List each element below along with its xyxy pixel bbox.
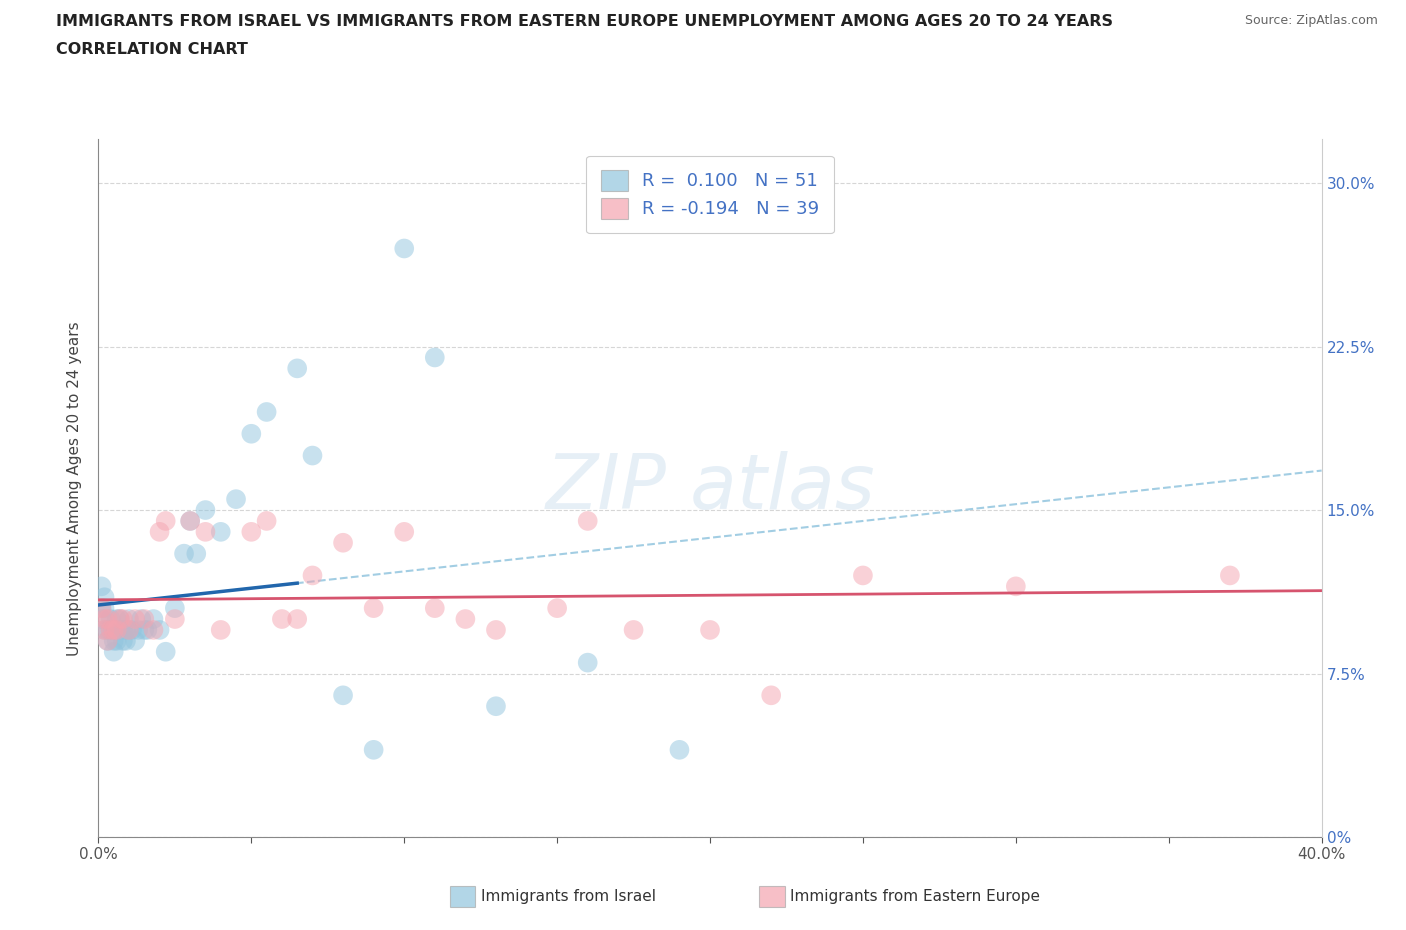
Point [668, 742, 690, 757]
Point [155, 644, 177, 659]
Point [103, 622, 125, 637]
Point [115, 622, 138, 637]
Point [363, 742, 385, 757]
Point [149, 622, 172, 637]
Point [256, 405, 278, 419]
Point [155, 513, 177, 528]
Point [546, 601, 568, 616]
Point [93, 622, 115, 637]
Point [100, 622, 122, 637]
Point [93, 612, 115, 627]
Point [118, 612, 141, 627]
Point [103, 633, 125, 648]
Point [759, 688, 782, 703]
Point [301, 568, 323, 583]
Point [852, 568, 875, 583]
Point [285, 361, 308, 376]
Point [149, 525, 172, 539]
Point [179, 513, 201, 528]
Point [576, 656, 599, 671]
Point [90, 601, 112, 616]
Point [93, 622, 115, 637]
Point [173, 546, 195, 561]
Point [240, 426, 263, 441]
Point [179, 513, 201, 528]
Point [163, 601, 186, 616]
Point [142, 612, 165, 627]
Point [194, 525, 217, 539]
Point [699, 622, 721, 637]
Point [363, 601, 385, 616]
Text: ZIP atlas: ZIP atlas [546, 451, 875, 525]
Point [100, 622, 122, 637]
Point [108, 622, 131, 637]
Point [576, 513, 599, 528]
Point [134, 612, 156, 627]
Point [97, 633, 120, 648]
Point [623, 622, 645, 637]
Point [93, 590, 115, 604]
Point [454, 612, 477, 627]
Point [332, 688, 354, 703]
Text: Source: ZipAtlas.com: Source: ZipAtlas.com [1244, 14, 1378, 27]
Y-axis label: Unemployment Among Ages 20 to 24 years: Unemployment Among Ages 20 to 24 years [67, 321, 83, 656]
Point [209, 525, 232, 539]
Point [108, 612, 131, 627]
Point [118, 622, 141, 637]
Point [103, 622, 125, 637]
Point [115, 633, 138, 648]
Text: IMMIGRANTS FROM ISRAEL VS IMMIGRANTS FROM EASTERN EUROPE UNEMPLOYMENT AMONG AGES: IMMIGRANTS FROM ISRAEL VS IMMIGRANTS FRO… [56, 14, 1114, 29]
Point [121, 622, 143, 637]
Point [103, 644, 125, 659]
Point [256, 513, 278, 528]
Point [93, 601, 115, 616]
Point [97, 612, 120, 627]
Point [97, 622, 120, 637]
Point [90, 578, 112, 593]
Point [209, 622, 232, 637]
Point [301, 448, 323, 463]
Point [129, 612, 152, 627]
Point [1004, 578, 1026, 593]
Point [108, 612, 131, 627]
Point [1219, 568, 1241, 583]
Text: Immigrants from Eastern Europe: Immigrants from Eastern Europe [790, 889, 1040, 904]
Point [127, 622, 149, 637]
Text: CORRELATION CHART: CORRELATION CHART [56, 42, 247, 57]
Point [392, 525, 416, 539]
Point [111, 612, 134, 627]
Legend: R =  0.100   N = 51, R = -0.194   N = 39: R = 0.100 N = 51, R = -0.194 N = 39 [586, 155, 834, 233]
Point [90, 612, 112, 627]
Point [332, 536, 354, 551]
Point [105, 622, 128, 637]
Point [111, 622, 134, 637]
Point [423, 601, 446, 616]
Point [105, 612, 128, 627]
Point [97, 633, 120, 648]
Point [240, 525, 263, 539]
Point [124, 633, 146, 648]
Point [111, 633, 134, 648]
Point [163, 612, 186, 627]
Point [124, 612, 146, 627]
Point [90, 601, 112, 616]
Point [225, 492, 247, 507]
Point [186, 546, 208, 561]
Point [270, 612, 292, 627]
Point [100, 612, 122, 627]
Point [118, 622, 141, 637]
Point [194, 502, 217, 517]
Point [105, 622, 128, 637]
Point [485, 698, 508, 713]
Text: Immigrants from Israel: Immigrants from Israel [481, 889, 655, 904]
Point [392, 241, 416, 256]
Point [485, 622, 508, 637]
Point [134, 622, 156, 637]
Point [423, 350, 446, 365]
Point [285, 612, 308, 627]
Point [142, 622, 165, 637]
Point [105, 633, 128, 648]
Point [136, 622, 159, 637]
